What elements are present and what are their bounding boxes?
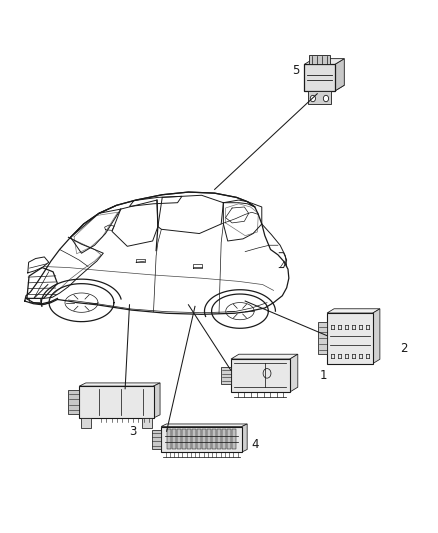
Polygon shape [304, 85, 344, 91]
Polygon shape [307, 91, 331, 104]
Polygon shape [232, 429, 236, 449]
Polygon shape [153, 383, 160, 418]
Polygon shape [152, 430, 161, 449]
Text: 1: 1 [319, 369, 327, 382]
Polygon shape [231, 354, 298, 359]
Polygon shape [327, 313, 373, 364]
Polygon shape [335, 59, 344, 91]
Polygon shape [197, 429, 201, 449]
Polygon shape [192, 429, 196, 449]
Polygon shape [308, 55, 330, 64]
Polygon shape [202, 429, 206, 449]
Polygon shape [318, 322, 327, 354]
Polygon shape [182, 429, 186, 449]
Polygon shape [142, 418, 152, 427]
Text: 3: 3 [130, 425, 137, 438]
Polygon shape [217, 429, 221, 449]
Polygon shape [79, 386, 153, 418]
Polygon shape [373, 309, 380, 364]
Polygon shape [79, 383, 160, 386]
Circle shape [310, 95, 315, 102]
Text: 4: 4 [252, 438, 259, 451]
Polygon shape [161, 426, 242, 452]
Polygon shape [327, 309, 380, 313]
Polygon shape [207, 429, 211, 449]
Polygon shape [223, 429, 226, 449]
Polygon shape [304, 64, 335, 91]
Polygon shape [172, 429, 176, 449]
Polygon shape [242, 424, 247, 452]
Polygon shape [177, 429, 181, 449]
Text: 5: 5 [292, 64, 299, 77]
Polygon shape [161, 424, 247, 426]
Text: 2: 2 [400, 342, 408, 356]
Polygon shape [290, 354, 298, 392]
Circle shape [323, 95, 328, 102]
Polygon shape [227, 429, 231, 449]
Polygon shape [167, 429, 171, 449]
Polygon shape [231, 359, 290, 392]
Polygon shape [304, 59, 344, 64]
Polygon shape [68, 390, 79, 414]
Polygon shape [212, 429, 216, 449]
Polygon shape [187, 429, 191, 449]
Polygon shape [221, 367, 231, 384]
Polygon shape [81, 418, 91, 427]
